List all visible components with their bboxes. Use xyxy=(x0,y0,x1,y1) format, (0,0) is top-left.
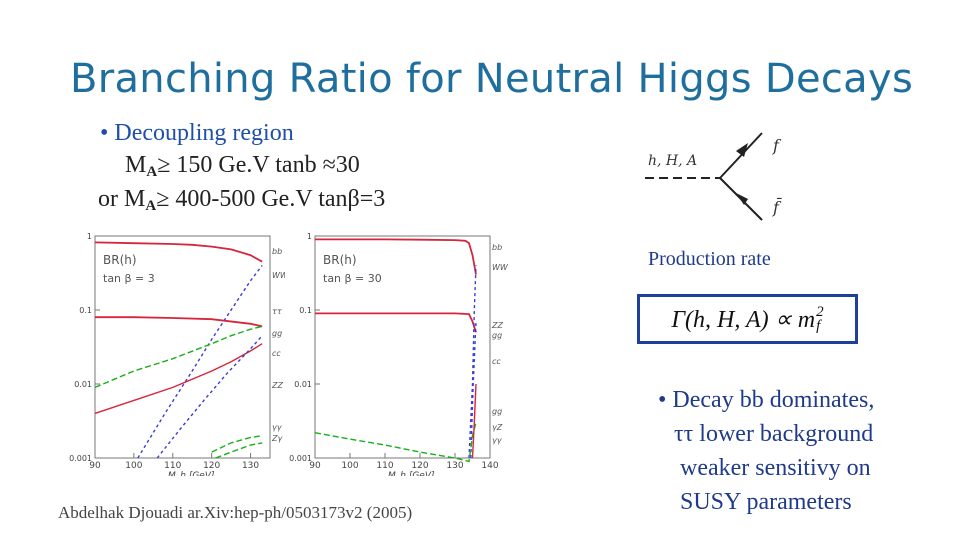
mass-symbol: or M xyxy=(98,186,146,212)
x-tick-label: 130 xyxy=(446,461,463,471)
feynman-diagram: h, H, A f f̄ xyxy=(645,132,782,221)
series-label: ττ xyxy=(272,307,282,316)
mass-symbol: M xyxy=(125,152,147,178)
series-bb xyxy=(315,238,477,275)
series-label: γZ xyxy=(492,423,503,432)
arrow-bottom-icon xyxy=(736,193,748,205)
y-tick-label: 0.1 xyxy=(299,306,312,315)
x-axis-label: M_h [GeV] xyxy=(388,471,435,476)
y-tick-label: 0.001 xyxy=(69,454,92,463)
series-ττ xyxy=(95,316,263,328)
diagram-label: h, H, A xyxy=(648,153,697,169)
x-tick-label: 140 xyxy=(481,461,498,471)
series-bb xyxy=(94,241,263,263)
decay-line: weaker sensitivy on xyxy=(680,455,871,481)
fermion-line-top xyxy=(719,132,763,179)
series-label: γγ xyxy=(492,436,503,445)
x-tick-label: 120 xyxy=(411,461,428,471)
production-rate-label: Production rate xyxy=(648,248,771,270)
formula-superscript: 2 xyxy=(816,304,824,320)
series-label: cc xyxy=(492,357,501,366)
series-label: gg xyxy=(492,331,502,340)
decay-line: • Decay bb dominates, xyxy=(658,387,875,413)
x-tick-label: 110 xyxy=(376,461,393,471)
plot-title: BR(h) xyxy=(323,253,357,267)
x-axis-label: M_h [GeV] xyxy=(168,471,215,476)
series-γZ xyxy=(215,442,263,459)
series-cc xyxy=(94,343,263,415)
series-label: WW xyxy=(492,263,509,272)
series-label: gg xyxy=(272,329,282,338)
series-label: gg xyxy=(492,407,502,416)
series-γγ xyxy=(211,435,263,453)
y-tick-label: 0.01 xyxy=(294,380,312,389)
formula-subscript: f xyxy=(816,318,821,334)
decay-bullet: • Decay bb dominates, ττ lower backgroun… xyxy=(658,383,874,519)
fermion-label-top: f xyxy=(772,136,782,155)
x-tick-label: 100 xyxy=(125,461,142,471)
y-tick-label: 1 xyxy=(87,232,92,241)
bullet-text: Decoupling region xyxy=(114,120,294,146)
series-label: cc xyxy=(272,349,281,358)
plot-frame xyxy=(94,235,271,459)
series-ZZ xyxy=(156,335,263,459)
condition-text: ≥ 400-500 Ge.V tanβ=3 xyxy=(156,186,386,212)
condition-line-1: MA≥ 150 Ge.V tanb ≈30 xyxy=(125,152,360,181)
series-label: Zγ xyxy=(271,434,283,443)
fermion-label-bottom: f̄ xyxy=(772,196,782,217)
series-ττ xyxy=(315,312,477,333)
series-gg xyxy=(314,422,477,463)
bullet-decoupling: • Decoupling region xyxy=(100,120,294,147)
series-label: ZZ xyxy=(491,321,503,330)
mass-subscript: A xyxy=(145,198,157,214)
series-ZZ xyxy=(470,321,477,459)
plot-title: BR(h) xyxy=(103,253,137,267)
series-label: WW xyxy=(272,271,285,280)
decay-line: ττ lower background xyxy=(674,421,874,447)
series-WW xyxy=(137,264,263,459)
x-tick-label: 110 xyxy=(164,461,181,471)
formula-text: Γ(h, H, A) ∝ m xyxy=(671,306,816,333)
citation: Abdelhak Djouadi ar.Xiv:hep-ph/0503173v2… xyxy=(58,503,413,522)
series-gg xyxy=(94,325,263,389)
condition-line-2: or MA≥ 400-500 Ge.V tanβ=3 xyxy=(98,186,385,215)
y-tick-label: 0.01 xyxy=(74,380,92,389)
x-tick-label: 120 xyxy=(203,461,220,471)
x-tick-label: 90 xyxy=(309,461,321,471)
mass-subscript: A xyxy=(146,164,158,180)
y-tick-label: 0.001 xyxy=(289,454,312,463)
series-WW xyxy=(468,265,477,459)
x-tick-label: 130 xyxy=(242,461,259,471)
x-tick-label: 100 xyxy=(341,461,358,471)
series-label: bb xyxy=(492,243,502,252)
condition-text: ≥ 150 Ge.V tanb ≈30 xyxy=(157,152,360,178)
series-label: γγ xyxy=(272,423,283,432)
series-cc xyxy=(471,383,477,459)
plot-subtitle: tan β = 30 xyxy=(323,272,382,285)
formula-box: Γ(h, H, A) ∝ m 2 f xyxy=(637,294,858,344)
plot-subtitle: tan β = 3 xyxy=(103,272,155,285)
arrow-top-icon xyxy=(736,143,748,157)
plot-frame xyxy=(314,235,491,459)
series-label: ZZ xyxy=(271,381,283,390)
x-tick-label: 90 xyxy=(89,461,101,471)
series-label: bb xyxy=(272,247,282,256)
decay-line: SUSY parameters xyxy=(680,489,852,515)
slide-title: Branching Ratio for Neutral Higgs Decays xyxy=(70,56,914,102)
y-tick-label: 0.1 xyxy=(79,306,92,315)
bullet-symbol: • xyxy=(658,387,667,413)
y-tick-label: 1 xyxy=(307,232,312,241)
bullet-symbol: • xyxy=(100,120,109,146)
